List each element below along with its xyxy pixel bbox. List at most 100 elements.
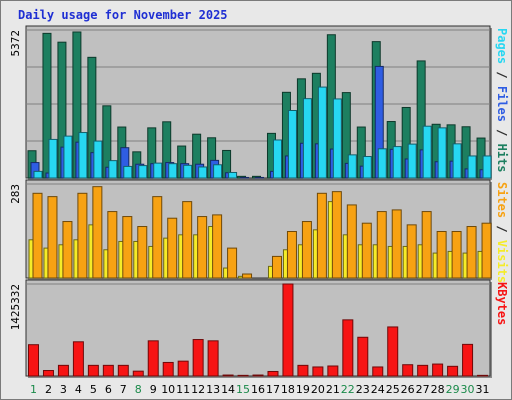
x-tick-label: 14 — [221, 383, 235, 396]
x-tick-label: 31 — [476, 383, 490, 396]
visits-bar — [197, 216, 208, 279]
pages-bar — [287, 110, 297, 179]
pages-bar — [347, 154, 357, 179]
kbytes-bar — [162, 361, 174, 377]
visits-bar — [421, 211, 432, 279]
kbytes-bar — [387, 326, 399, 377]
x-tick-label: 21 — [326, 383, 340, 396]
pages-bar — [272, 139, 282, 179]
files-bar — [240, 176, 250, 179]
kbytes-bar — [267, 370, 279, 377]
pages-bar — [317, 86, 327, 179]
series-legend-kbytes: KBytes — [495, 282, 509, 325]
legend-entry: Pages — [495, 28, 509, 64]
visits-bar — [481, 222, 492, 279]
y-axis-max-label: 5372 — [9, 30, 22, 57]
visits-bar — [62, 221, 73, 279]
visits-bar — [436, 230, 447, 279]
pages-bar — [392, 146, 402, 179]
kbytes-bar — [147, 340, 159, 377]
pages-bar — [228, 171, 238, 179]
visits-bar — [391, 209, 402, 279]
pages-bar — [422, 125, 432, 179]
x-tick-label: 4 — [75, 383, 82, 396]
pages-bar — [198, 166, 208, 179]
pages-bar — [452, 143, 462, 179]
y-axis-max-label: 283 — [9, 184, 22, 204]
x-tick-label: 25 — [386, 383, 400, 396]
pages-bar — [183, 164, 193, 179]
kbytes-bar — [462, 343, 474, 377]
kbytes-bar — [72, 341, 84, 377]
visits-bar — [376, 211, 387, 279]
kbytes-bar — [372, 366, 384, 377]
visits-bar — [122, 216, 133, 279]
series-legend-hits-files-pages: Pages / Files / Hits — [495, 28, 509, 173]
visits-bar — [451, 230, 462, 279]
visits-bar — [466, 226, 477, 279]
legend-entry: / — [495, 122, 509, 144]
kbytes-bar — [417, 364, 429, 377]
pages-bar — [482, 155, 492, 179]
chart-title: Daily usage for November 2025 — [18, 8, 228, 22]
legend-entry: Sites — [495, 182, 509, 218]
visits-bar — [47, 196, 58, 279]
visits-bar — [152, 196, 163, 279]
y-axis-max-label: 1425332 — [9, 284, 22, 330]
legend-entry: Visits — [495, 240, 509, 283]
kbytes-bar — [237, 374, 249, 377]
kbytes-bar — [432, 363, 444, 377]
x-tick-label: 16 — [251, 383, 265, 396]
x-tick-label: 19 — [296, 383, 310, 396]
x-tick-label: 10 — [161, 383, 175, 396]
legend-entry: / — [495, 64, 509, 86]
x-tick-label: 24 — [371, 383, 385, 396]
kbytes-bar — [447, 365, 459, 377]
visits-bar — [361, 222, 372, 279]
visits-bar — [242, 273, 253, 279]
pages-bar — [108, 160, 118, 179]
visits-bar — [271, 255, 282, 279]
pages-bar — [63, 135, 73, 179]
x-tick-label: 26 — [401, 383, 415, 396]
legend-entry: Files — [495, 86, 509, 122]
kbytes-bar — [192, 339, 204, 377]
kbytes-bar — [327, 365, 339, 377]
x-tick-label: 12 — [191, 383, 205, 396]
visits-bar — [77, 192, 88, 279]
pages-bar — [48, 138, 58, 179]
pages-bar — [153, 162, 163, 179]
kbytes-bar — [102, 364, 114, 377]
x-tick-label: 6 — [105, 383, 112, 396]
pages-bar — [168, 163, 178, 179]
x-tick-label: 8 — [135, 383, 142, 396]
kbytes-bar — [28, 344, 39, 377]
x-tick-label: 7 — [120, 383, 127, 396]
pages-bar — [362, 156, 372, 179]
legend-entry: / — [495, 218, 509, 240]
kbytes-bar — [42, 370, 54, 377]
x-tick-label: 18 — [281, 383, 295, 396]
kbytes-bar — [357, 336, 369, 377]
pages-bar — [138, 165, 148, 179]
kbytes-bar — [342, 319, 354, 377]
pages-bar — [213, 164, 223, 179]
visits-bar — [331, 191, 342, 279]
visits-bar — [301, 221, 312, 279]
series-legend-visits-sites: Sites / Visits — [495, 182, 509, 283]
x-tick-label: 11 — [176, 383, 190, 396]
panel-background-kbytes — [25, 279, 491, 377]
x-tick-label: 28 — [431, 383, 445, 396]
x-tick-label: 22 — [341, 383, 355, 396]
pages-bar — [407, 143, 417, 179]
visits-bar — [406, 224, 417, 279]
visits-bar — [182, 201, 193, 279]
visits-bar — [137, 226, 148, 279]
pages-bar — [467, 155, 477, 179]
kbytes-bar — [117, 364, 129, 377]
visits-bar — [316, 192, 327, 279]
kbytes-bar — [282, 283, 294, 377]
files-bar — [255, 176, 265, 179]
visits-bar — [32, 192, 43, 279]
